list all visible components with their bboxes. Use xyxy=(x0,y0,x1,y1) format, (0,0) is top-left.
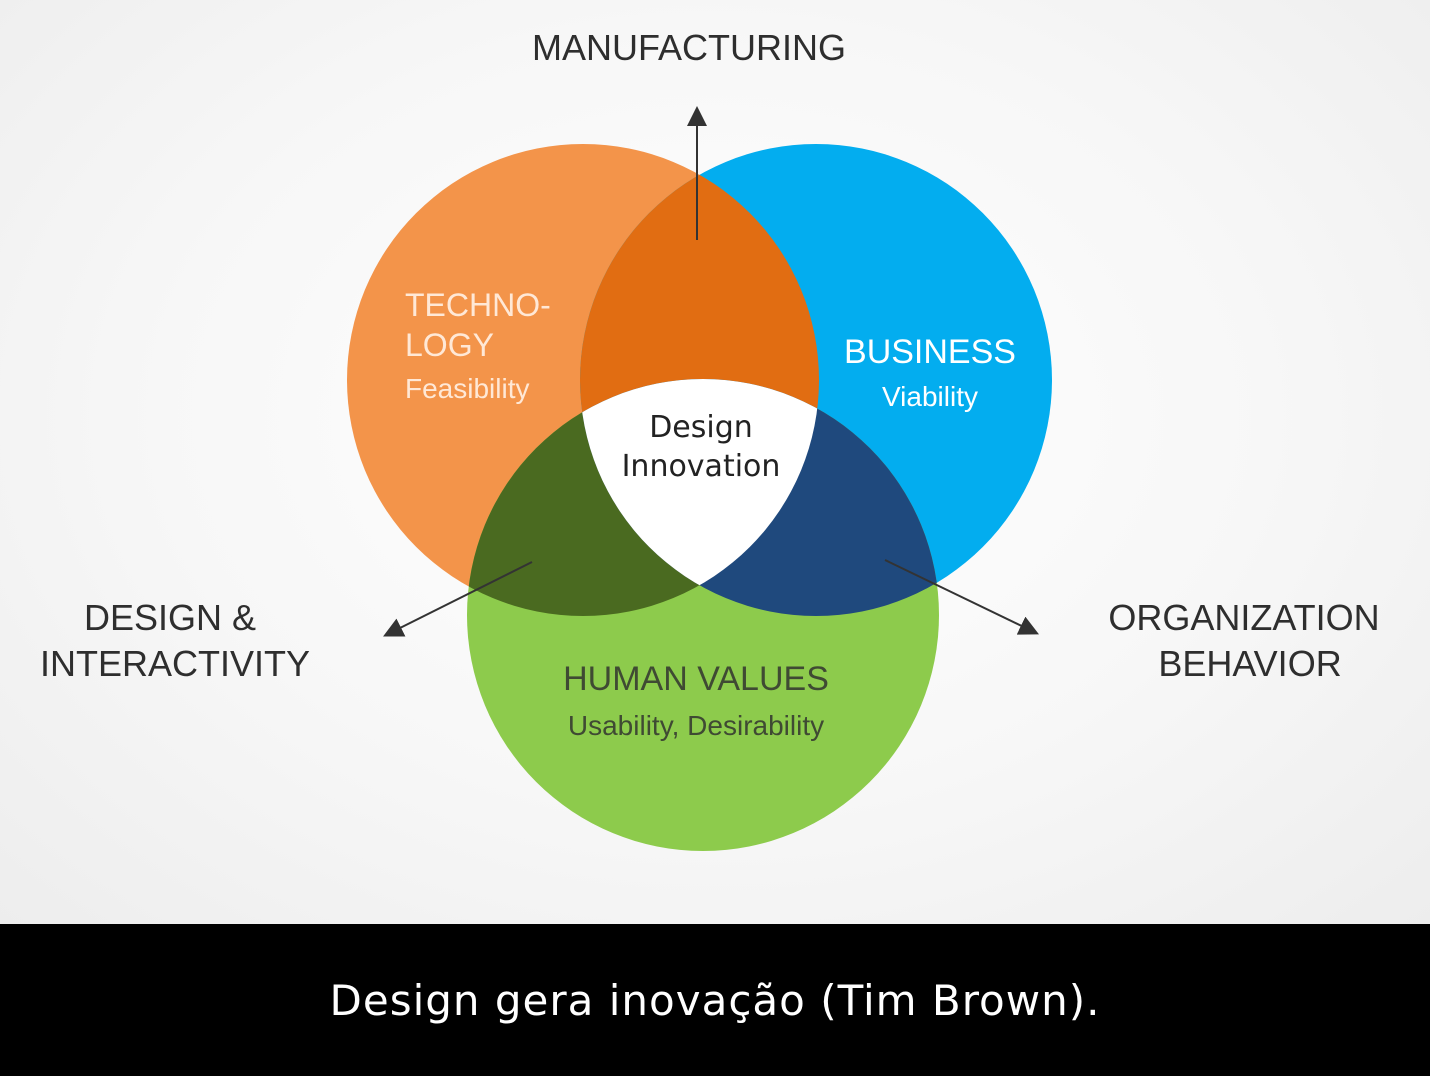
organization-behavior-label-line2: BEHAVIOR xyxy=(1158,643,1341,684)
human-values-title: HUMAN VALUES xyxy=(563,660,829,698)
center-label-line1: Design xyxy=(649,410,753,445)
venn-diagram: TECHNO- LOGY Feasibility BUSINESS Viabil… xyxy=(40,27,1380,851)
organization-arrow xyxy=(884,559,1040,635)
technology-subtitle: Feasibility xyxy=(405,373,529,404)
design-interactivity-label-line2: INTERACTIVITY xyxy=(40,643,310,684)
design-interactivity-label-line1: DESIGN & xyxy=(84,597,256,638)
caption-bar: Design gera inovação (Tim Brown). xyxy=(0,924,1430,1076)
organization-behavior-label-line1: ORGANIZATION xyxy=(1108,597,1379,638)
technology-title-line2: LOGY xyxy=(405,327,494,363)
business-subtitle: Viability xyxy=(882,381,978,412)
center-label-line2: Innovation xyxy=(622,449,781,484)
human-values-subtitle: Usability, Desirability xyxy=(568,710,824,741)
business-title: BUSINESS xyxy=(844,333,1016,371)
caption-text: Design gera inovação (Tim Brown). xyxy=(329,975,1101,1025)
manufacturing-label: MANUFACTURING xyxy=(532,27,846,68)
diagram-stage: TECHNO- LOGY Feasibility BUSINESS Viabil… xyxy=(0,0,1430,924)
technology-title-line1: TECHNO- xyxy=(405,287,551,323)
design-interactivity-arrow xyxy=(383,561,533,637)
